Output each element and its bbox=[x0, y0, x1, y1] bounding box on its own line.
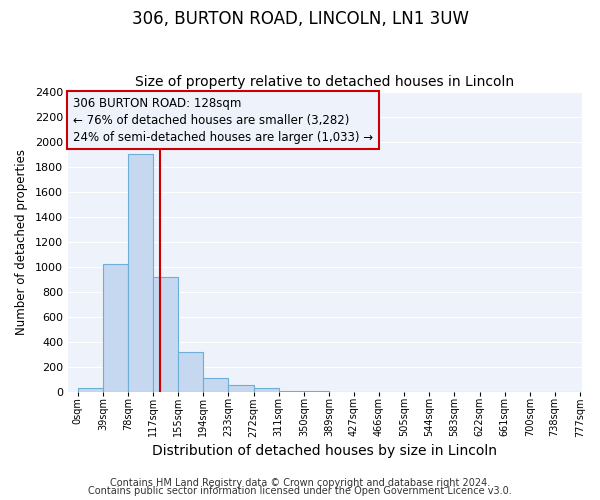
Text: Contains HM Land Registry data © Crown copyright and database right 2024.: Contains HM Land Registry data © Crown c… bbox=[110, 478, 490, 488]
Bar bbox=[128, 154, 154, 392]
X-axis label: Distribution of detached houses by size in Lincoln: Distribution of detached houses by size … bbox=[152, 444, 497, 458]
Bar bbox=[254, 388, 279, 392]
Bar bbox=[229, 386, 254, 392]
Text: 306 BURTON ROAD: 128sqm
← 76% of detached houses are smaller (3,282)
24% of semi: 306 BURTON ROAD: 128sqm ← 76% of detache… bbox=[73, 96, 373, 144]
Text: Contains public sector information licensed under the Open Government Licence v3: Contains public sector information licen… bbox=[88, 486, 512, 496]
Text: 306, BURTON ROAD, LINCOLN, LN1 3UW: 306, BURTON ROAD, LINCOLN, LN1 3UW bbox=[131, 10, 469, 28]
Bar bbox=[154, 276, 178, 392]
Bar bbox=[103, 264, 128, 392]
Bar bbox=[203, 378, 229, 392]
Bar bbox=[279, 391, 304, 392]
Y-axis label: Number of detached properties: Number of detached properties bbox=[15, 149, 28, 335]
Bar bbox=[78, 388, 103, 392]
Bar bbox=[178, 352, 203, 392]
Title: Size of property relative to detached houses in Lincoln: Size of property relative to detached ho… bbox=[136, 76, 514, 90]
